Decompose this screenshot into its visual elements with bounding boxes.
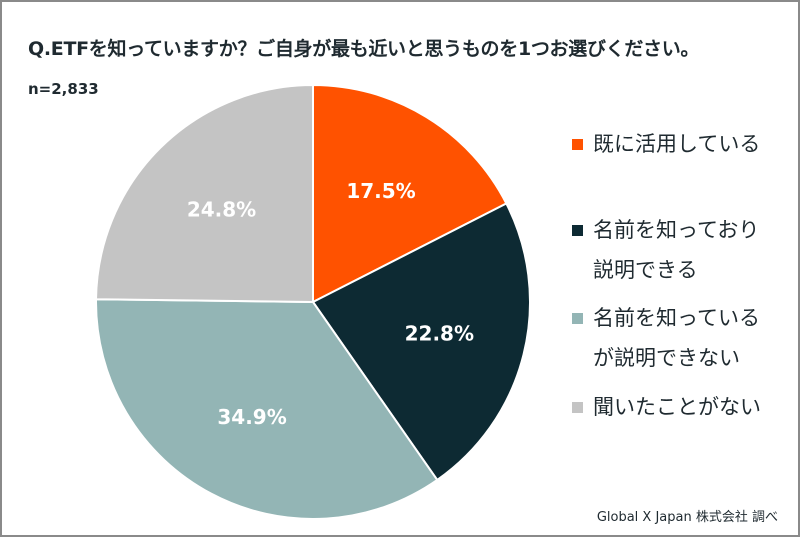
slice-value-label: 17.5% bbox=[346, 179, 415, 203]
pie-slice bbox=[95, 83, 314, 304]
source-note: Global X Japan 株式会社 調べ bbox=[596, 510, 778, 525]
legend-swatch bbox=[572, 139, 583, 150]
legend-swatch bbox=[572, 225, 583, 236]
legend-label: 聞いたことがない bbox=[593, 395, 761, 419]
legend-label: 名前を知っており 説明できる bbox=[593, 218, 760, 282]
sample-size: n=2,833 bbox=[28, 80, 99, 98]
pie-slice bbox=[312, 83, 508, 304]
slice-value-label: 34.9% bbox=[217, 405, 286, 429]
legend-swatch bbox=[572, 313, 583, 324]
legend-item: 既に活用している bbox=[572, 130, 760, 164]
chart-title: Q.ETFを知っていますか？ご自身が最も近いと思うものを1つお選びください。 bbox=[28, 38, 700, 60]
legend-item: 名前を知っており 説明できる bbox=[572, 216, 759, 290]
slice-value-label: 22.8% bbox=[405, 322, 474, 346]
slice-value-label: 24.8% bbox=[187, 197, 256, 221]
legend-label: 名前を知っている が説明できない bbox=[593, 306, 760, 370]
legend-item: 名前を知っている が説明できない bbox=[572, 304, 760, 378]
legend-label: 既に活用している bbox=[593, 132, 761, 156]
legend-item: 聞いたことがない bbox=[572, 393, 761, 427]
pie-slice bbox=[95, 298, 439, 520]
pie-slice bbox=[311, 202, 531, 482]
legend-swatch bbox=[572, 402, 583, 413]
